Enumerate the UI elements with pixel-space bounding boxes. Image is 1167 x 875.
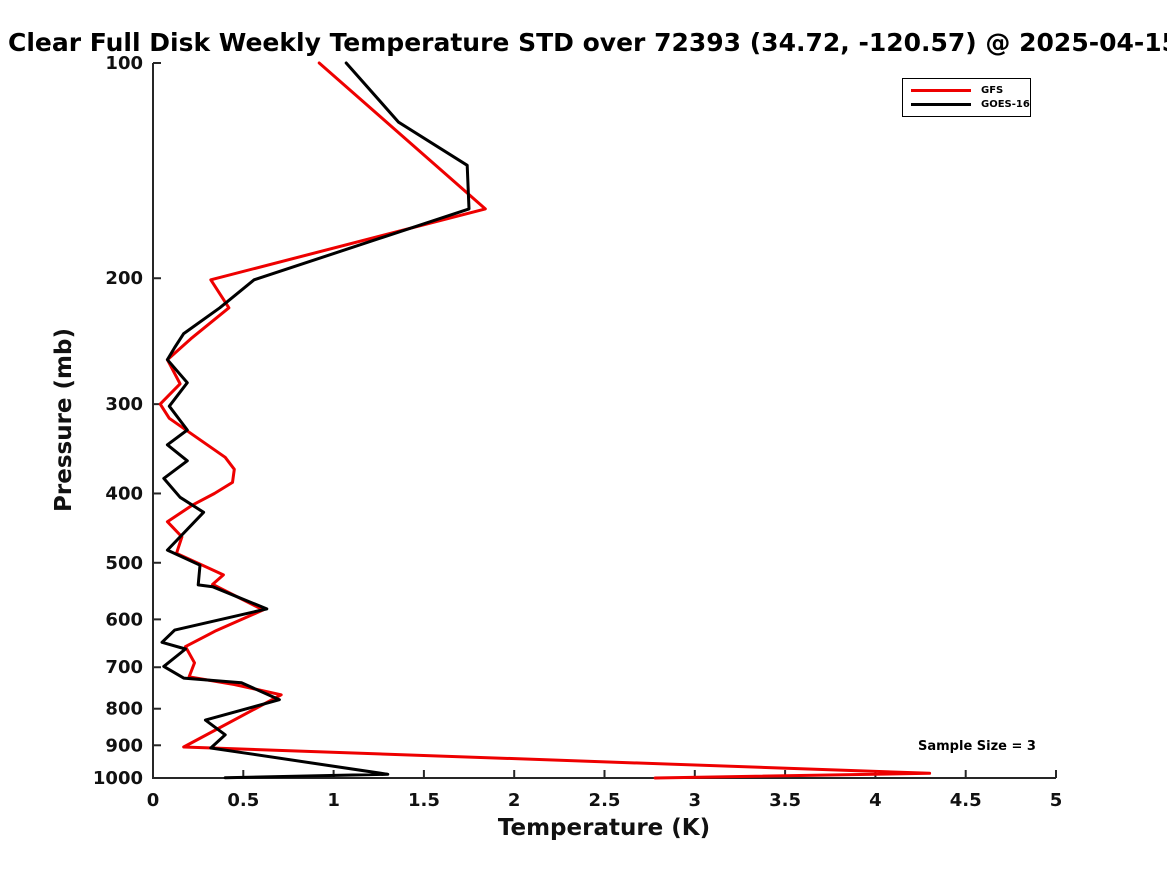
y-axis-tick-label: 300 <box>105 394 143 415</box>
y-axis-tick-label: 400 <box>105 483 143 504</box>
y-axis-label: Pressure (mb) <box>51 328 77 512</box>
y-axis-tick-label: 800 <box>105 699 143 720</box>
x-axis-tick-label: 3.5 <box>769 790 801 811</box>
series-line-gfs <box>158 61 932 780</box>
x-axis-tick-label: 2 <box>508 790 521 811</box>
legend-label: GOES-16 <box>981 99 1030 111</box>
y-axis-tick-label: 700 <box>105 657 143 678</box>
x-axis-tick-label: 1 <box>327 790 340 811</box>
y-axis-tick-label: 900 <box>105 735 143 756</box>
x-axis-tick-label: 3 <box>689 790 702 811</box>
x-axis-tick-label: 0 <box>147 790 160 811</box>
legend-box: GFS GOES-16 <box>902 78 1031 117</box>
x-axis-tick-label: 4.5 <box>950 790 982 811</box>
x-axis-tick-label: 2.5 <box>589 790 621 811</box>
legend-entry-goes-16: GOES-16 <box>911 99 1030 110</box>
series-line-goes-16 <box>160 61 471 780</box>
axis-lines <box>152 63 1056 779</box>
y-axis-tick-label: 600 <box>105 609 143 630</box>
x-axis-tick-label: 4 <box>869 790 882 811</box>
legend-line-sample <box>911 103 971 107</box>
legend-entry-gfs: GFS <box>911 85 1022 96</box>
y-axis-tick-label: 200 <box>105 268 143 289</box>
legend-label: GFS <box>981 84 1004 96</box>
y-axis-tick-label: 500 <box>105 553 143 574</box>
x-axis-tick-label: 5 <box>1050 790 1063 811</box>
chart-title: Clear Full Disk Weekly Temperature STD o… <box>8 28 1167 57</box>
data-series-layer <box>158 61 932 780</box>
axes-layer: 0 0.5 1 1.5 2 2.5 3 3.5 4 4.5 5 100 200 300 400 500 600 7… <box>93 53 1062 811</box>
legend-line-sample <box>911 88 971 92</box>
sample-size-annotation: Sample Size = 3 <box>918 739 1036 754</box>
y-axis-tick-label: 100 <box>105 53 143 74</box>
y-axis-tick-label: 1000 <box>93 768 143 789</box>
x-axis-label: Temperature (K) <box>497 815 711 841</box>
x-axis-tick-label: 1.5 <box>408 790 440 811</box>
x-axis-tick-label: 0.5 <box>227 790 259 811</box>
